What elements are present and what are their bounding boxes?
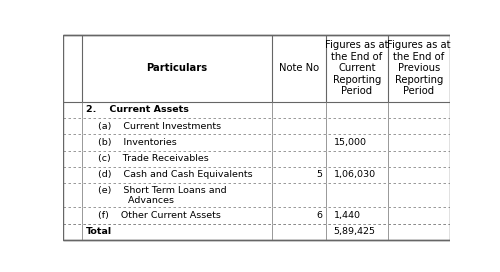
Text: (f)    Other Current Assets: (f) Other Current Assets <box>86 211 220 220</box>
Text: (c)    Trade Receivables: (c) Trade Receivables <box>86 154 208 163</box>
Text: (d)    Cash and Cash Equivalents: (d) Cash and Cash Equivalents <box>86 171 252 180</box>
Text: Total: Total <box>86 227 112 236</box>
Text: Note No: Note No <box>279 63 319 73</box>
Text: Figures as at
the End of
Previous
Reporting
Period: Figures as at the End of Previous Report… <box>387 40 451 97</box>
Text: 5: 5 <box>316 171 322 180</box>
Text: 1,440: 1,440 <box>334 211 361 220</box>
Text: Particulars: Particulars <box>146 63 208 73</box>
Text: 15,000: 15,000 <box>334 138 367 147</box>
Text: (a)    Current Investments: (a) Current Investments <box>86 122 221 131</box>
Text: (e)    Short Term Loans and
              Advances: (e) Short Term Loans and Advances <box>86 186 226 205</box>
Text: 5,89,425: 5,89,425 <box>334 227 376 236</box>
Text: Figures as at
the End of
Current
Reporting
Period: Figures as at the End of Current Reporti… <box>325 40 389 97</box>
Text: (b)    Inventories: (b) Inventories <box>86 138 176 147</box>
Text: 6: 6 <box>316 211 322 220</box>
Text: 2.    Current Assets: 2. Current Assets <box>86 105 188 115</box>
Text: 1,06,030: 1,06,030 <box>334 171 376 180</box>
